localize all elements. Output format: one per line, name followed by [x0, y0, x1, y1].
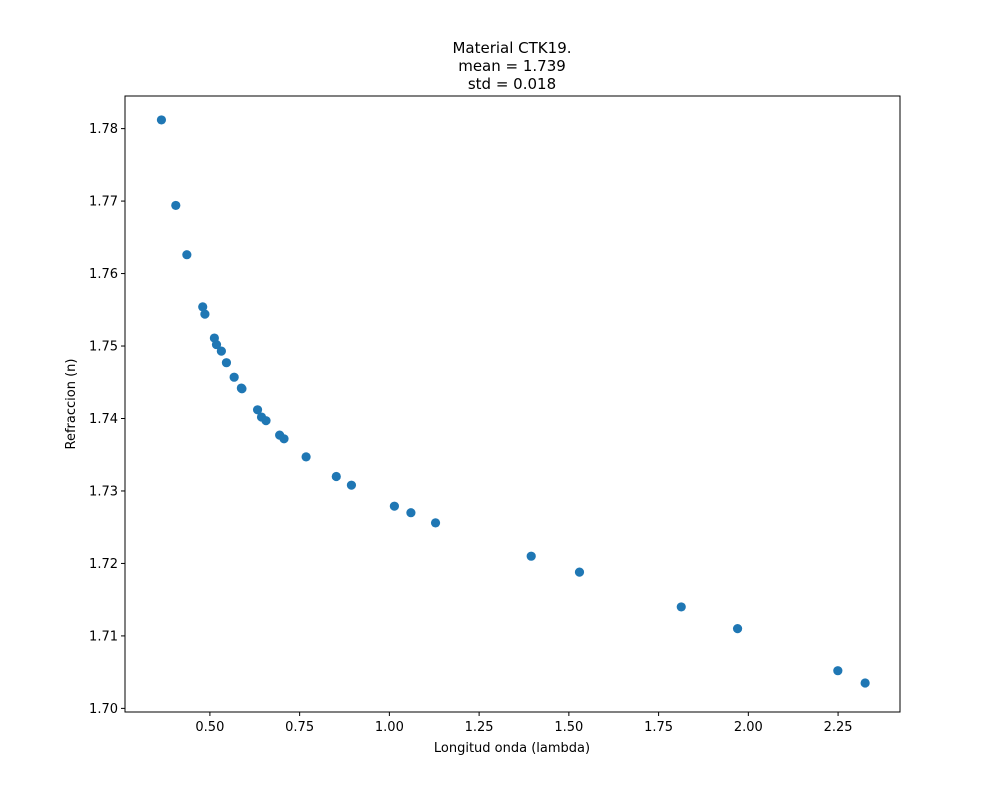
data-point	[574, 567, 585, 577]
x-tick-label: 1.75	[644, 720, 673, 735]
data-point	[237, 384, 247, 394]
data-point	[860, 678, 870, 688]
data-point	[301, 452, 311, 462]
y-tick-label: 1.73	[89, 484, 118, 499]
data-points	[156, 115, 870, 688]
data-point	[430, 518, 441, 528]
data-point	[389, 501, 399, 511]
data-point	[182, 250, 192, 260]
data-point	[198, 302, 208, 312]
y-axis-ticks: 1.70 1.71 1.72 1.73 1.74 1.75 1.76 1.77 1.78	[89, 122, 125, 717]
data-point	[833, 666, 843, 676]
title-line-1: Material CTK19.	[452, 39, 571, 57]
data-point	[171, 200, 181, 211]
x-axis-ticks: 0.50 0.75 1.00 1.25 1.50 1.75 2.00 2.25	[195, 712, 853, 735]
title-line-3: std = 0.018	[468, 75, 556, 93]
y-tick-label: 1.76	[89, 267, 118, 282]
x-tick-label: 2.25	[824, 720, 853, 735]
x-tick-label: 1.00	[375, 720, 404, 735]
data-point	[200, 309, 210, 319]
data-point	[526, 551, 536, 561]
y-tick-label: 1.71	[89, 629, 118, 644]
chart-title: Material CTK19. mean = 1.739 std = 0.018	[452, 39, 571, 93]
x-axis-label: Longitud onda (lambda)	[434, 741, 590, 756]
x-tick-label: 0.50	[195, 720, 224, 735]
y-axis-label: Refraccion (n)	[64, 359, 79, 450]
y-tick-label: 1.70	[89, 702, 118, 717]
x-tick-label: 1.25	[465, 720, 494, 735]
axes-frame	[124, 95, 901, 713]
data-point	[331, 471, 341, 482]
data-point	[732, 624, 743, 634]
y-tick-label: 1.78	[89, 122, 118, 137]
data-point	[211, 339, 222, 350]
x-tick-label: 0.75	[285, 720, 314, 735]
data-point	[252, 405, 263, 415]
data-point	[216, 346, 226, 356]
y-tick-label: 1.75	[89, 340, 118, 355]
y-tick-label: 1.77	[89, 195, 118, 210]
y-tick-label: 1.74	[89, 412, 118, 427]
data-point	[156, 115, 167, 125]
x-tick-label: 1.50	[554, 720, 583, 735]
data-point	[229, 372, 239, 382]
data-point	[346, 480, 357, 490]
data-point	[221, 358, 232, 368]
y-tick-label: 1.72	[89, 557, 118, 572]
title-line-2: mean = 1.739	[458, 57, 566, 75]
data-point	[261, 416, 271, 426]
data-point	[676, 602, 686, 612]
data-point	[279, 434, 289, 444]
data-point	[406, 508, 416, 518]
x-tick-label: 2.00	[734, 720, 763, 735]
